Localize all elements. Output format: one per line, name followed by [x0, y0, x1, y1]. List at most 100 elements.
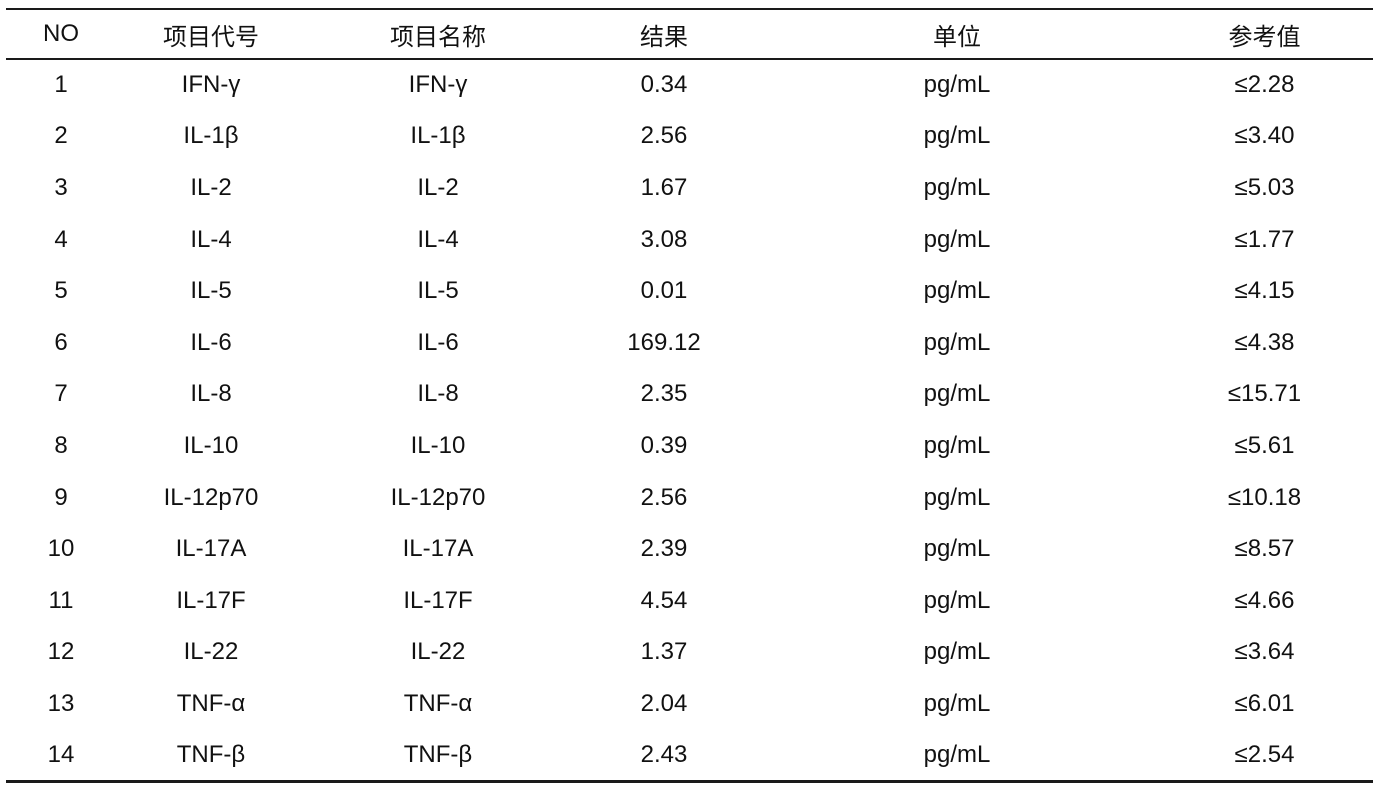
cell-code: IL-17F [176, 586, 246, 614]
cell-ref: ≤3.40 [1234, 122, 1295, 150]
cell-unit: pg/mL [923, 586, 991, 614]
cell-result: 3.08 [640, 225, 688, 253]
cell-result: 169.12 [627, 328, 701, 356]
cell-code: IL-6 [190, 328, 232, 356]
cell-unit: pg/mL [923, 483, 991, 511]
cell-result: 2.04 [640, 689, 688, 717]
cell-no: 2 [54, 122, 68, 150]
cell-no: 6 [54, 328, 68, 356]
cell-no: 10 [47, 535, 75, 563]
cell-unit: pg/mL [923, 277, 991, 305]
header-row: NO 项目代号 项目名称 结果 单位 参考值 [6, 9, 1373, 60]
cell-result: 0.01 [640, 277, 688, 305]
cell-ref: ≤1.77 [1234, 225, 1295, 253]
cell-name: IL-6 [417, 328, 459, 356]
table-row: 7 IL-8 IL-8 2.35 pg/mL ≤15.71 [6, 369, 1373, 421]
cell-unit: pg/mL [923, 380, 991, 408]
column-header-code: 项目代号 [116, 9, 306, 60]
cell-name: TNF-β [403, 740, 473, 768]
cell-result: 0.34 [640, 71, 688, 99]
table-row: 5 IL-5 IL-5 0.01 pg/mL ≤4.15 [6, 265, 1373, 317]
cell-result: 4.54 [640, 586, 688, 614]
cell-ref: ≤10.18 [1227, 483, 1302, 511]
cell-result: 2.56 [640, 122, 688, 150]
cell-code: IL-2 [190, 173, 232, 201]
cell-name: IFN-γ [408, 71, 468, 99]
cell-result: 2.39 [640, 535, 688, 563]
cell-unit: pg/mL [923, 71, 991, 99]
cell-code: IL-5 [190, 277, 232, 305]
cell-name: IL-10 [410, 431, 466, 459]
lab-results-table: NO 项目代号 项目名称 结果 单位 参考值 1 IFN-γ IFN-γ 0.34 pg… [6, 8, 1373, 783]
cell-no: 5 [54, 277, 68, 305]
cell-no: 4 [54, 225, 68, 253]
cell-name: IL-12p70 [390, 483, 486, 511]
table-row: 6 IL-6 IL-6 169.12 pg/mL ≤4.38 [6, 317, 1373, 369]
cell-result: 1.67 [640, 173, 688, 201]
cell-name: IL-17A [402, 535, 474, 563]
cell-name: IL-17F [403, 586, 473, 614]
cell-ref: ≤3.64 [1234, 638, 1295, 666]
cell-no: 9 [54, 483, 68, 511]
cell-no: 3 [54, 173, 68, 201]
column-header-reference: 参考值 [1156, 9, 1373, 60]
cell-name: IL-22 [410, 638, 466, 666]
cell-no: 7 [54, 380, 68, 408]
cell-name: IL-2 [417, 173, 459, 201]
column-header-unit: 单位 [758, 9, 1156, 60]
table-row: 1 IFN-γ IFN-γ 0.34 pg/mL ≤2.28 [6, 59, 1373, 111]
cell-unit: pg/mL [923, 740, 991, 768]
table-row: 13 TNF-α TNF-α 2.04 pg/mL ≤6.01 [6, 678, 1373, 730]
cell-code: TNF-β [176, 740, 246, 768]
cell-unit: pg/mL [923, 173, 991, 201]
table-row: 4 IL-4 IL-4 3.08 pg/mL ≤1.77 [6, 214, 1373, 266]
table-row: 12 IL-22 IL-22 1.37 pg/mL ≤3.64 [6, 627, 1373, 679]
cell-result: 2.35 [640, 380, 688, 408]
cell-name: IL-5 [417, 277, 459, 305]
cell-name: IL-4 [417, 225, 459, 253]
table-row: 3 IL-2 IL-2 1.67 pg/mL ≤5.03 [6, 162, 1373, 214]
cell-code: IL-1β [183, 122, 239, 150]
column-header-result: 结果 [570, 9, 758, 60]
cell-code: IL-10 [183, 431, 239, 459]
column-header-no: NO [6, 9, 116, 60]
cell-result: 1.37 [640, 638, 688, 666]
cell-ref: ≤6.01 [1234, 689, 1295, 717]
cell-ref: ≤4.66 [1234, 586, 1295, 614]
cell-no: 14 [47, 740, 75, 768]
table-header: NO 项目代号 项目名称 结果 单位 参考值 [6, 9, 1373, 60]
cell-name: TNF-α [403, 689, 473, 717]
cell-code: IL-8 [190, 380, 232, 408]
cell-unit: pg/mL [923, 122, 991, 150]
table-row: 11 IL-17F IL-17F 4.54 pg/mL ≤4.66 [6, 575, 1373, 627]
cell-no: 12 [47, 638, 75, 666]
cell-ref: ≤2.54 [1234, 740, 1295, 768]
cell-code: IL-17A [175, 535, 247, 563]
table-row: 8 IL-10 IL-10 0.39 pg/mL ≤5.61 [6, 420, 1373, 472]
cell-code: IFN-γ [181, 71, 241, 99]
cell-unit: pg/mL [923, 535, 991, 563]
cell-unit: pg/mL [923, 638, 991, 666]
cell-ref: ≤15.71 [1227, 380, 1302, 408]
table-row: 10 IL-17A IL-17A 2.39 pg/mL ≤8.57 [6, 523, 1373, 575]
cell-no: 13 [47, 689, 75, 717]
cell-ref: ≤5.03 [1234, 173, 1295, 201]
cell-ref: ≤4.15 [1234, 277, 1295, 305]
cell-ref: ≤8.57 [1234, 535, 1295, 563]
table-row: 9 IL-12p70 IL-12p70 2.56 pg/mL ≤10.18 [6, 472, 1373, 524]
cell-no: 1 [54, 71, 68, 99]
cell-unit: pg/mL [923, 431, 991, 459]
cell-ref: ≤2.28 [1234, 71, 1295, 99]
cell-code: IL-4 [190, 225, 232, 253]
cell-no: 8 [54, 431, 68, 459]
cell-result: 2.56 [640, 483, 688, 511]
cell-code: IL-22 [183, 638, 239, 666]
cell-ref: ≤4.38 [1234, 328, 1295, 356]
table-row: 14 TNF-β TNF-β 2.43 pg/mL ≤2.54 [6, 730, 1373, 782]
cell-unit: pg/mL [923, 328, 991, 356]
table-body: 1 IFN-γ IFN-γ 0.34 pg/mL ≤2.28 2 IL-1β IL-1β 2.56… [6, 59, 1373, 781]
cell-name: IL-1β [410, 122, 466, 150]
cell-code: IL-12p70 [163, 483, 259, 511]
table-row: 2 IL-1β IL-1β 2.56 pg/mL ≤3.40 [6, 111, 1373, 163]
